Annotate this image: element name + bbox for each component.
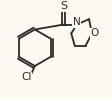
Text: Cl: Cl (21, 72, 32, 82)
Text: N: N (73, 17, 81, 27)
Text: S: S (60, 1, 67, 11)
Text: O: O (91, 28, 99, 38)
